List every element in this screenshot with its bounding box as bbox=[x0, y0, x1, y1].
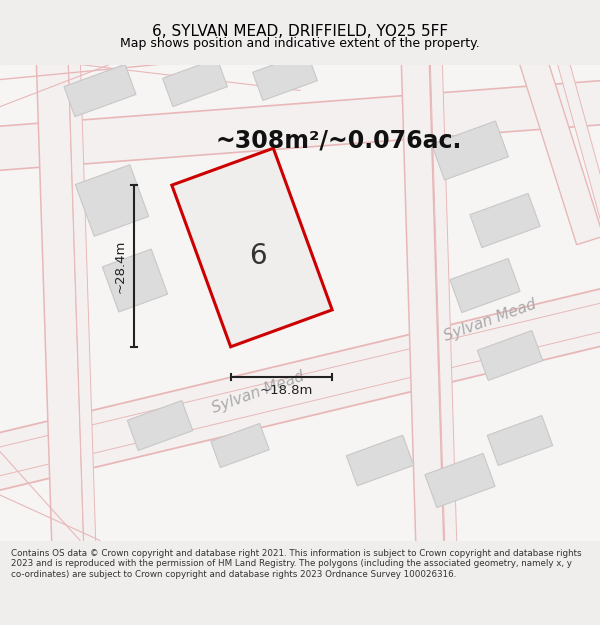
Polygon shape bbox=[431, 121, 508, 180]
Polygon shape bbox=[401, 50, 444, 551]
Polygon shape bbox=[127, 401, 193, 451]
Polygon shape bbox=[36, 50, 84, 551]
Polygon shape bbox=[68, 50, 96, 551]
Polygon shape bbox=[450, 259, 520, 312]
Text: ~28.4m: ~28.4m bbox=[113, 239, 127, 292]
Polygon shape bbox=[470, 194, 540, 248]
Polygon shape bbox=[253, 52, 317, 101]
Text: ~18.8m: ~18.8m bbox=[260, 384, 313, 398]
Polygon shape bbox=[211, 424, 269, 468]
Text: ~308m²/~0.076ac.: ~308m²/~0.076ac. bbox=[215, 129, 461, 152]
Text: 6, SYLVAN MEAD, DRIFFIELD, YO25 5FF: 6, SYLVAN MEAD, DRIFFIELD, YO25 5FF bbox=[152, 24, 448, 39]
Polygon shape bbox=[430, 51, 457, 551]
Polygon shape bbox=[76, 165, 149, 236]
Text: Sylvan Mead: Sylvan Mead bbox=[210, 369, 306, 416]
Polygon shape bbox=[346, 435, 413, 486]
Polygon shape bbox=[477, 331, 543, 381]
Polygon shape bbox=[425, 454, 495, 508]
Polygon shape bbox=[163, 59, 227, 106]
Polygon shape bbox=[0, 79, 600, 172]
Polygon shape bbox=[0, 297, 600, 482]
Text: Map shows position and indicative extent of the property.: Map shows position and indicative extent… bbox=[120, 37, 480, 50]
Polygon shape bbox=[64, 64, 136, 117]
Text: Contains OS data © Crown copyright and database right 2021. This information is : Contains OS data © Crown copyright and d… bbox=[11, 549, 581, 579]
Polygon shape bbox=[0, 283, 600, 496]
Polygon shape bbox=[201, 215, 295, 326]
Polygon shape bbox=[487, 416, 553, 466]
Polygon shape bbox=[517, 46, 600, 245]
Text: Sylvan Mead: Sylvan Mead bbox=[442, 297, 538, 344]
Text: 6: 6 bbox=[249, 241, 267, 269]
Polygon shape bbox=[172, 148, 332, 347]
Polygon shape bbox=[554, 49, 600, 252]
Polygon shape bbox=[103, 249, 167, 312]
